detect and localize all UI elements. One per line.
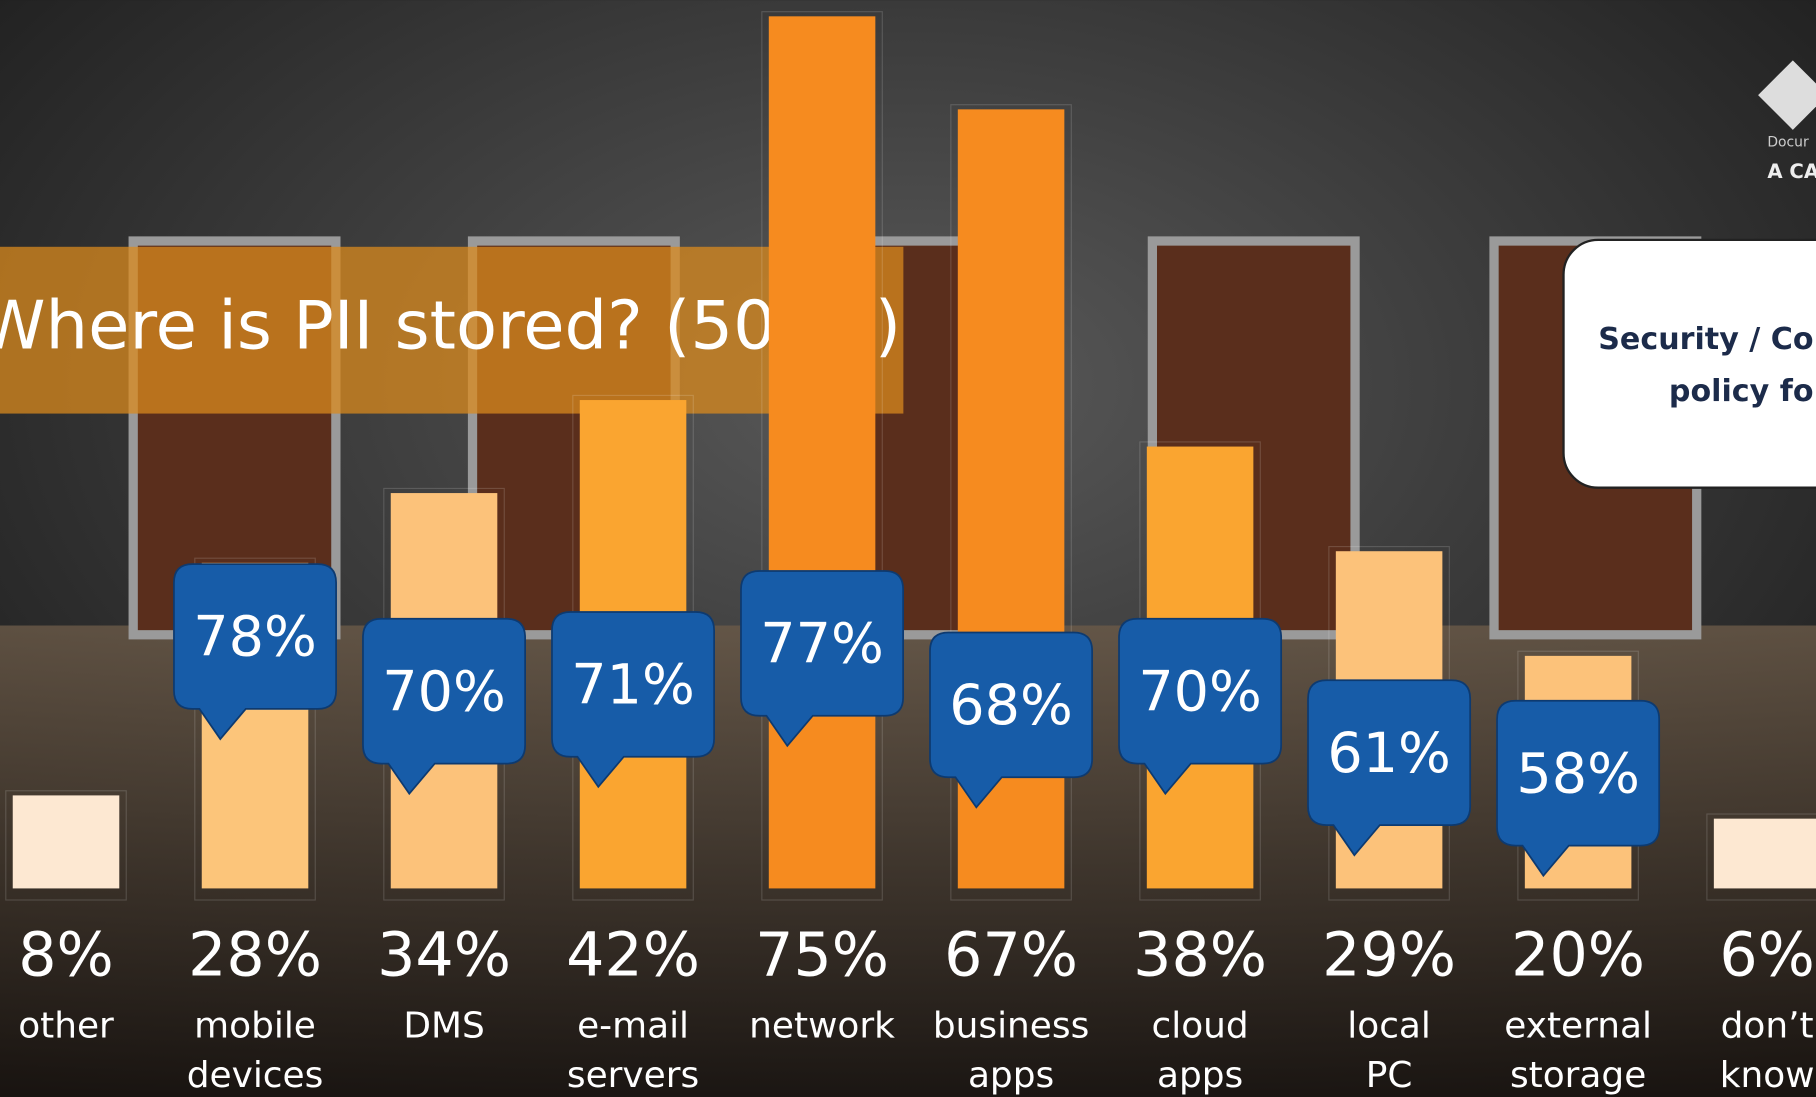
category-label: mobile <box>194 1005 316 1046</box>
category-label: don’t <box>1721 1005 1814 1046</box>
bar-frame <box>950 104 1072 901</box>
callout-label: 77% <box>760 612 884 677</box>
callout: 68% <box>929 631 1094 809</box>
logo-text: Docur <box>1767 135 1809 151</box>
logo: Docur A CA <box>1758 60 1816 183</box>
bar-frame <box>5 790 127 901</box>
category-label: e-mail <box>577 1005 689 1046</box>
callout-label: 78% <box>193 605 317 670</box>
category-label: apps <box>1157 1055 1243 1096</box>
callout-shape <box>551 611 715 789</box>
callout-shape <box>740 570 905 748</box>
logo-text: A CA <box>1767 160 1816 183</box>
callout: 70% <box>362 617 526 796</box>
callout: 58% <box>1496 699 1661 878</box>
callout-label: 58% <box>1516 741 1640 806</box>
side-box-text: Security / Co <box>1598 322 1813 357</box>
value-label: 67% <box>944 921 1078 991</box>
callout-shape <box>929 631 1094 809</box>
callout-shape <box>1307 679 1472 857</box>
value-label: 42% <box>566 921 700 991</box>
callout-label: 70% <box>1138 659 1262 724</box>
value-label: 29% <box>1322 921 1456 991</box>
callout-label: 61% <box>1327 721 1451 786</box>
category-label: know <box>1720 1055 1815 1096</box>
category-label: local <box>1347 1005 1431 1046</box>
bar <box>1713 818 1816 889</box>
callout-label: 70% <box>382 659 506 724</box>
callout-shape <box>362 617 526 796</box>
bar <box>768 16 876 889</box>
category-label: PC <box>1366 1055 1413 1096</box>
value-label: 20% <box>1511 921 1645 991</box>
callout: 70% <box>1118 617 1283 796</box>
value-label: 75% <box>755 921 889 991</box>
callout-label: 71% <box>571 653 695 718</box>
callout-shape <box>173 563 337 741</box>
chart-title: Where is PII stored? (500+) <box>0 287 901 365</box>
callout-label: 68% <box>949 673 1073 738</box>
category-label: servers <box>567 1055 699 1096</box>
callout-shape <box>1496 699 1661 878</box>
side-box-text: policy fo <box>1669 374 1814 409</box>
bar <box>12 795 120 889</box>
side-box: Security / Co policy fo <box>1562 238 1816 489</box>
category-label: cloud <box>1151 1005 1248 1046</box>
value-label: 6% <box>1719 921 1815 991</box>
value-label: 38% <box>1133 921 1267 991</box>
value-label: 8% <box>18 921 114 991</box>
callout: 61% <box>1307 679 1472 857</box>
category-label: network <box>749 1005 895 1046</box>
callout-shape <box>1118 617 1283 796</box>
callout: 77% <box>740 570 905 748</box>
bar-frame <box>761 11 883 901</box>
value-label: 28% <box>188 921 322 991</box>
logo-mark <box>1758 60 1816 130</box>
category-label: other <box>18 1005 114 1046</box>
title-banner <box>0 246 904 414</box>
category-label: business <box>933 1005 1089 1046</box>
category-label: apps <box>968 1055 1054 1096</box>
category-label: devices <box>187 1055 324 1096</box>
bar-frame <box>1706 813 1816 901</box>
category-label: DMS <box>403 1005 484 1046</box>
category-label: storage <box>1510 1055 1646 1096</box>
category-label: external <box>1504 1005 1652 1046</box>
value-label: 34% <box>377 921 511 991</box>
callout: 78% <box>173 563 337 741</box>
side-box-frame <box>1562 238 1816 489</box>
bar-frame <box>194 557 316 901</box>
callout: 71% <box>551 611 715 789</box>
